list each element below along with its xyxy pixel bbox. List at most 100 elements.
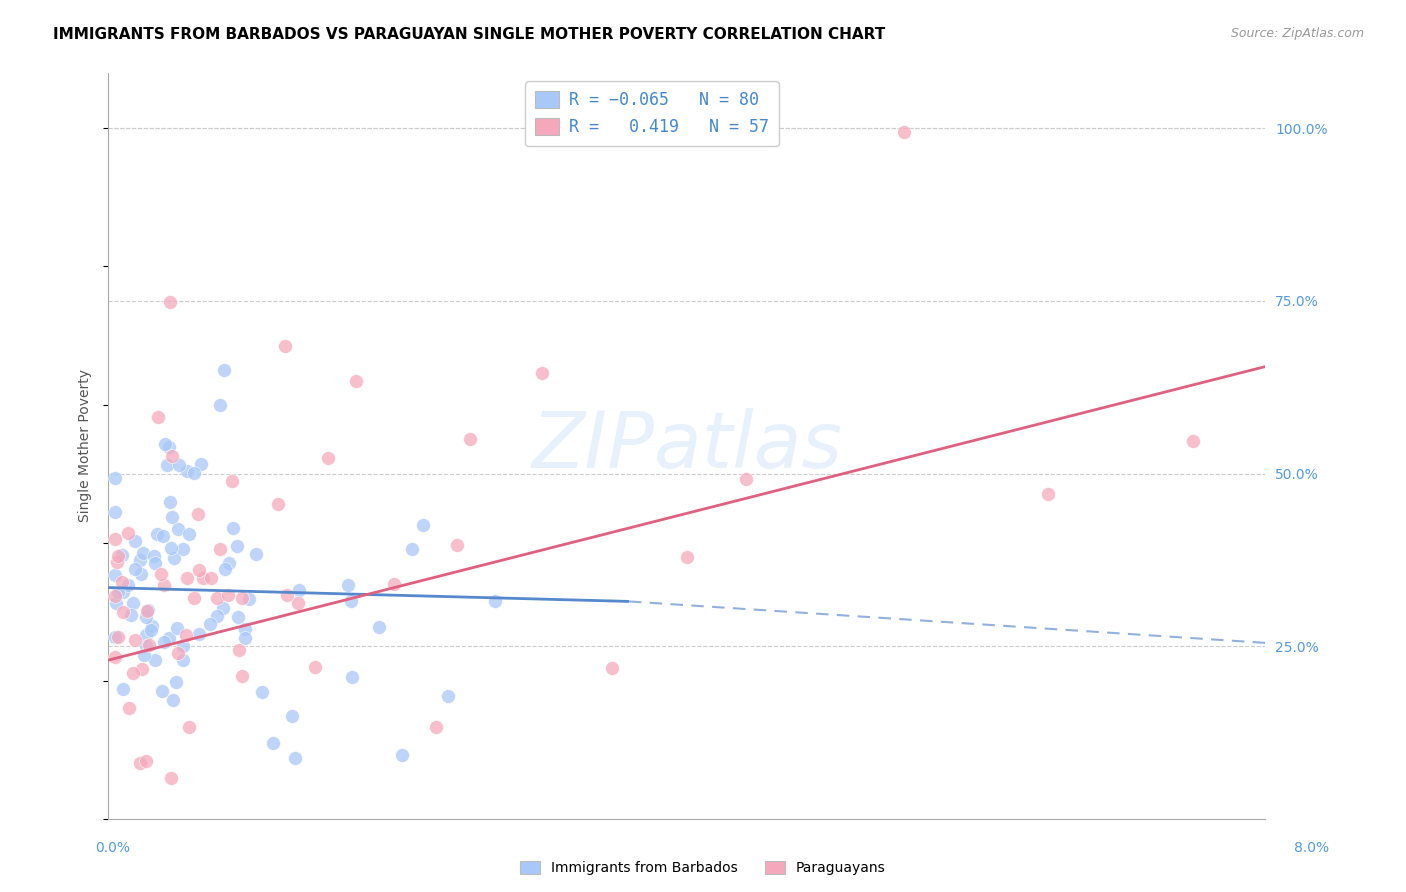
Point [135, 610, 157, 624]
Point [167, 522, 190, 536]
Point [150, 567, 173, 582]
Point [340, 594, 363, 608]
Point [235, 631, 257, 645]
Y-axis label: Single Mother Poverty: Single Mother Poverty [79, 369, 93, 523]
Point [157, 631, 180, 645]
Point [104, 471, 127, 485]
Point [446, 538, 468, 552]
Point [218, 556, 240, 570]
Point [131, 661, 153, 675]
Point [135, 627, 157, 641]
Point [150, 683, 173, 698]
Point [129, 567, 152, 582]
Point [135, 755, 157, 769]
Point [174, 628, 197, 642]
Point [111, 605, 134, 619]
Point [117, 525, 139, 540]
Point [274, 339, 297, 353]
Point [316, 450, 339, 465]
Point [675, 549, 697, 564]
Point [176, 464, 198, 478]
Point [136, 604, 159, 618]
Point [276, 588, 298, 602]
Point [153, 437, 176, 451]
Point [165, 675, 187, 690]
Point [245, 547, 267, 561]
Point [153, 578, 176, 592]
Point [188, 627, 211, 641]
Point [121, 596, 143, 610]
Point [266, 497, 288, 511]
Point [228, 642, 250, 657]
Point [112, 681, 135, 696]
Point [136, 603, 159, 617]
Point [179, 720, 201, 734]
Point [284, 751, 307, 765]
Point [141, 619, 163, 633]
Point [118, 701, 141, 715]
Point [146, 527, 169, 541]
Point [128, 552, 150, 566]
Point [139, 624, 162, 638]
Point [166, 646, 188, 660]
Point [163, 551, 186, 566]
Point [143, 549, 166, 563]
Point [104, 649, 127, 664]
Point [198, 616, 221, 631]
Text: 8.0%: 8.0% [1294, 841, 1329, 855]
Point [436, 689, 458, 703]
Point [152, 529, 174, 543]
Point [530, 366, 553, 380]
Point [166, 622, 188, 636]
Point [104, 589, 127, 603]
Point [146, 410, 169, 425]
Point [187, 507, 209, 521]
Point [162, 692, 184, 706]
Point [425, 720, 447, 734]
Point [205, 608, 228, 623]
Point [160, 450, 183, 464]
Point [153, 635, 176, 649]
Point [104, 567, 127, 582]
Point [159, 494, 181, 508]
Point [600, 661, 623, 675]
Point [134, 648, 156, 663]
Point [129, 756, 152, 770]
Point [238, 591, 260, 606]
Point [145, 652, 167, 666]
Point [177, 527, 200, 541]
Point [157, 440, 180, 454]
Point [214, 562, 236, 576]
Point [734, 472, 756, 486]
Point [172, 653, 194, 667]
Point [107, 630, 129, 644]
Point [233, 622, 256, 636]
Point [172, 542, 194, 557]
Point [111, 574, 134, 589]
Point [122, 665, 145, 680]
Legend: Immigrants from Barbados, Paraguayans: Immigrants from Barbados, Paraguayans [515, 855, 891, 880]
Point [104, 532, 127, 546]
Point [221, 475, 243, 489]
Text: 0.0%: 0.0% [96, 841, 131, 855]
Point [340, 670, 363, 684]
Point [212, 601, 235, 615]
Point [187, 563, 209, 577]
Point [104, 504, 127, 518]
Point [208, 542, 231, 557]
Point [382, 577, 405, 591]
Point [107, 549, 129, 563]
Point [107, 585, 129, 599]
Point [172, 639, 194, 653]
Point [111, 585, 134, 599]
Point [412, 518, 434, 533]
Point [368, 620, 391, 634]
Text: Source: ZipAtlas.com: Source: ZipAtlas.com [1230, 27, 1364, 40]
Point [104, 630, 127, 644]
Point [217, 588, 239, 602]
Point [281, 709, 304, 723]
Point [200, 571, 222, 585]
Point [183, 466, 205, 480]
Point [124, 633, 146, 648]
Point [191, 571, 214, 585]
